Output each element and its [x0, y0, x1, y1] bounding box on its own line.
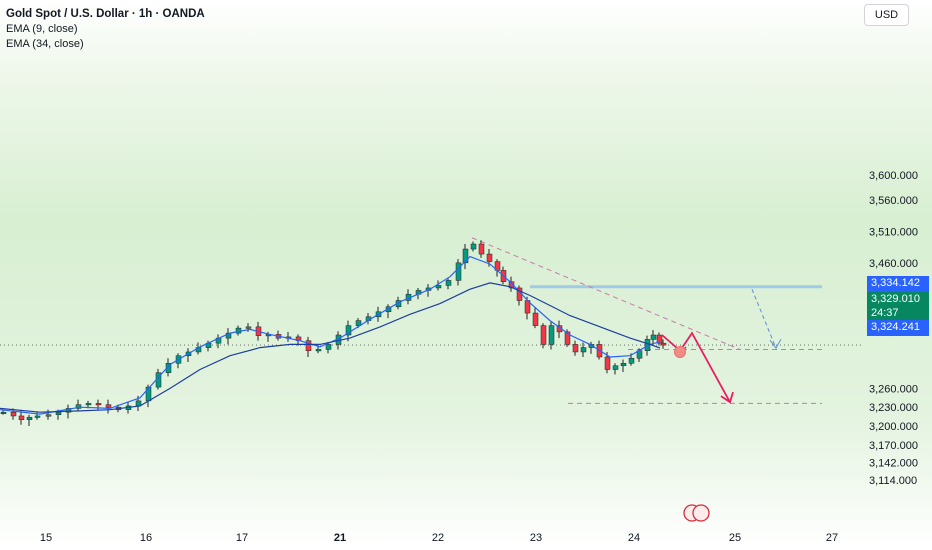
- y-tick-label: 3,510.000: [869, 226, 918, 238]
- candle-body: [315, 349, 322, 352]
- ema9-legend[interactable]: EMA (9, close): [6, 23, 78, 35]
- candle-layer: [0, 240, 667, 426]
- x-tick-label: 21: [334, 532, 346, 544]
- candle-body: [532, 312, 539, 326]
- dashed-arrow-line: [751, 289, 777, 349]
- candle-body: [0, 411, 7, 414]
- candle-body: [435, 285, 442, 289]
- time-axis: 15 16 17 21 22 23 24 25 27: [40, 532, 838, 544]
- x-tick-label: 23: [530, 532, 542, 544]
- y-tick-label: 3,460.000: [869, 258, 918, 270]
- candle-body: [486, 253, 493, 262]
- candle-body: [564, 331, 571, 345]
- candle-body: [548, 325, 555, 345]
- candle-body: [26, 416, 33, 420]
- x-tick-label: 24: [628, 532, 640, 544]
- ema9-price-tag: 3,334.142: [867, 276, 929, 292]
- x-tick-label: 16: [140, 532, 152, 544]
- y-tick-label: 3,142.000: [869, 457, 918, 469]
- annotation-layer: [471, 237, 822, 404]
- y-tick-label: 3,170.000: [869, 440, 918, 452]
- candle-body: [660, 342, 667, 346]
- y-tick-label: 3,560.000: [869, 195, 918, 207]
- x-tick-label: 22: [432, 532, 444, 544]
- candle-body: [604, 356, 611, 370]
- y-tick-label: 3,230.000: [869, 402, 918, 414]
- currency-button[interactable]: USD: [864, 4, 909, 26]
- candle-body: [65, 408, 72, 413]
- candle-body: [18, 415, 25, 420]
- chart-legend: Gold Spot / U.S. Dollar · 1h · OANDA EMA…: [6, 7, 205, 52]
- candle-body: [612, 365, 619, 370]
- x-tick-label: 25: [729, 532, 741, 544]
- ema34-legend[interactable]: EMA (34, close): [6, 38, 84, 50]
- y-tick-label: 3,600.000: [869, 170, 918, 182]
- candle-body: [572, 344, 579, 353]
- x-tick-label: 15: [40, 532, 52, 544]
- symbol-title[interactable]: Gold Spot / U.S. Dollar · 1h · OANDA: [6, 8, 205, 20]
- ema9-price-value: 3,334.142: [871, 277, 920, 289]
- dashed-arrow-head: [769, 338, 782, 350]
- candle-body: [10, 411, 17, 417]
- y-tick-label: 3,200.000: [869, 421, 918, 433]
- projection-layer: [661, 331, 734, 404]
- candle-body: [620, 363, 627, 367]
- candle-body: [105, 404, 112, 408]
- ema9-line: [0, 255, 661, 415]
- x-tick-label: 27: [826, 532, 838, 544]
- candle-body: [75, 404, 82, 409]
- candle-body: [656, 334, 663, 344]
- candle-body: [34, 415, 41, 418]
- candle-body: [455, 262, 462, 281]
- x-tick-label: 17: [236, 532, 248, 544]
- candle-body: [55, 411, 62, 415]
- candle-body: [85, 403, 92, 406]
- projection-arrow-head: [720, 391, 734, 404]
- bar-countdown: 24:37: [871, 307, 899, 319]
- projection-point: [674, 345, 686, 358]
- candle-body: [245, 326, 252, 329]
- us-flag-event-icon: [692, 504, 710, 522]
- event-flags: [683, 504, 710, 522]
- projection-path: [661, 331, 731, 403]
- candle-body: [325, 344, 332, 350]
- candle-body: [45, 414, 52, 417]
- candle-body: [478, 243, 485, 255]
- candle-body: [580, 347, 587, 353]
- candle-body: [650, 334, 657, 340]
- ema34-price-value: 3,324.241: [871, 321, 920, 333]
- ema34-line: [0, 282, 661, 413]
- candle-body: [462, 248, 469, 264]
- ema-layer: [0, 255, 661, 415]
- candle-body: [445, 280, 452, 286]
- candle-body: [540, 325, 547, 345]
- y-tick-label: 3,260.000: [869, 383, 918, 395]
- candle-body: [470, 243, 477, 250]
- candle-body: [165, 363, 172, 373]
- candle-body: [345, 325, 352, 336]
- candle-body: [95, 403, 102, 406]
- candle-body: [628, 357, 635, 364]
- ema34-price-tag: 3,324.241: [867, 320, 929, 336]
- last-price-tag: 3,329.010 24:37: [867, 292, 929, 322]
- y-tick-label: 3,114.000: [869, 475, 917, 487]
- candle-body: [355, 320, 362, 326]
- candle-body: [305, 340, 312, 351]
- downtrend-line: [471, 237, 741, 350]
- last-price-value: 3,329.010: [871, 293, 920, 305]
